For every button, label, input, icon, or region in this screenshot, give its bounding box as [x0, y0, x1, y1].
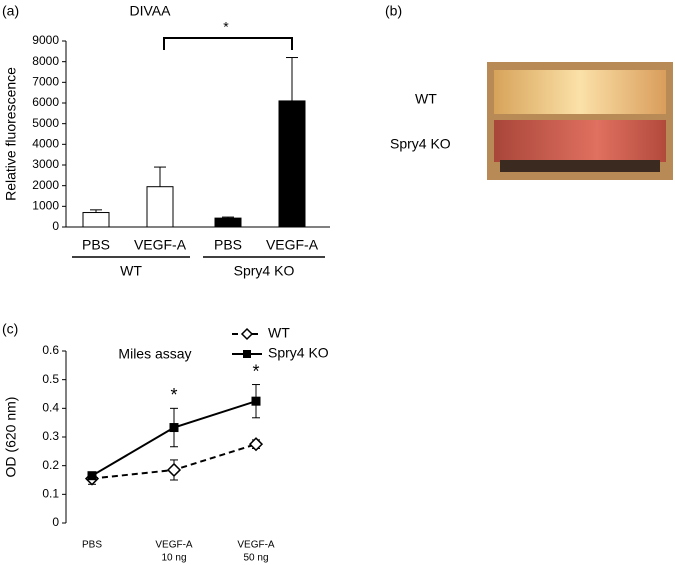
- x-tick-label: VEGF-A: [266, 237, 319, 253]
- photo: [487, 62, 673, 180]
- y-axis-label: OD (620 nm): [3, 397, 19, 478]
- y-tick-label: 0: [52, 515, 59, 529]
- x-tick-label: VEGF-A: [237, 540, 275, 551]
- x-tick-label: 50 ng: [243, 553, 268, 564]
- bar: [82, 212, 110, 228]
- bar: [278, 100, 306, 228]
- marker: [169, 423, 179, 433]
- marker: [166, 462, 182, 478]
- marker: [248, 437, 264, 452]
- y-axis-label: Relative fluorescence: [3, 67, 19, 201]
- y-tick-label: 8000: [32, 54, 59, 68]
- panel-label: (c): [2, 321, 18, 337]
- legend-marker: [240, 327, 254, 341]
- x-tick-label: 10 ng: [161, 553, 186, 564]
- photo-label: Spry4 KO: [390, 136, 451, 152]
- significance-bracket: [163, 37, 293, 50]
- y-tick-label: 0: [52, 219, 59, 233]
- y-tick-label: 0.4: [42, 401, 59, 415]
- y-tick-label: 0.5: [42, 372, 59, 386]
- y-tick-label: 3000: [32, 157, 59, 171]
- significance-label: *: [223, 19, 229, 35]
- chart-title: Miles assay: [118, 346, 191, 362]
- x-tick-label: PBS: [214, 237, 242, 253]
- y-tick-label: 4000: [32, 137, 59, 151]
- panel-label: (a): [2, 3, 19, 19]
- x-tick-label: PBS: [82, 540, 102, 551]
- significance-label: *: [252, 361, 259, 381]
- panel-label: (b): [385, 3, 402, 19]
- y-tick-label: 6000: [32, 95, 59, 109]
- legend-marker: [243, 350, 251, 358]
- group-label: WT: [120, 263, 142, 279]
- x-tick-label: VEGF-A: [155, 540, 193, 551]
- y-tick-label: 9000: [32, 33, 59, 47]
- x-tick-label: VEGF-A: [134, 237, 187, 253]
- significance-label: *: [170, 385, 177, 405]
- bar: [214, 217, 242, 228]
- y-tick-label: 7000: [32, 75, 59, 89]
- y-tick-label: 5000: [32, 116, 59, 130]
- y-tick-label: 0.3: [42, 429, 59, 443]
- y-tick-label: 0.2: [42, 458, 59, 472]
- y-tick-label: 2000: [32, 178, 59, 192]
- y-tick-label: 0.6: [42, 343, 59, 357]
- legend-label: Spry4 KO: [268, 345, 329, 361]
- chart-title: DIVAA: [130, 3, 172, 19]
- group-label: Spry4 KO: [234, 263, 295, 279]
- y-tick-label: 1000: [32, 199, 59, 213]
- photo-label: WT: [415, 91, 437, 107]
- marker: [87, 471, 97, 481]
- marker: [251, 396, 261, 406]
- y-tick-label: 0.1: [42, 487, 59, 501]
- legend-label: WT: [268, 325, 290, 341]
- x-tick-label: PBS: [82, 237, 110, 253]
- bar: [146, 186, 174, 228]
